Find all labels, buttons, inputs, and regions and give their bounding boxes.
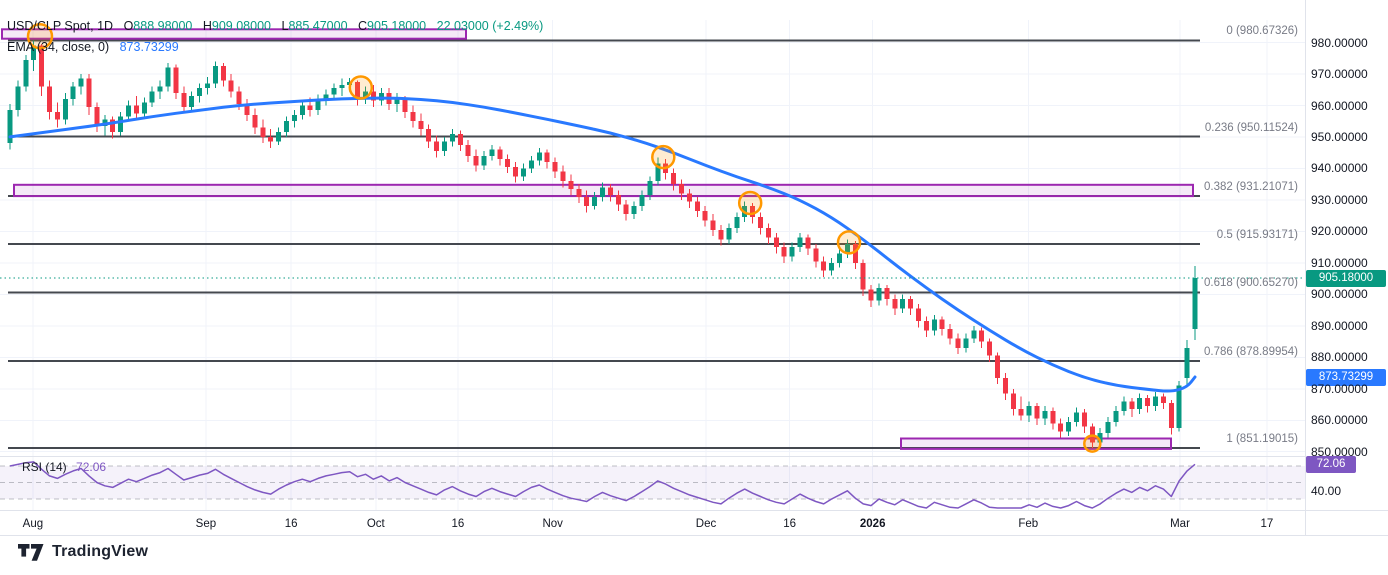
price-tick-label: 940.00000 — [1311, 161, 1368, 176]
time-tick-label: Mar — [1170, 518, 1190, 530]
rsi-line[interactable] — [9, 461, 1196, 509]
close-label: C — [358, 19, 368, 33]
price-tick-label: 960.00000 — [1311, 98, 1368, 113]
price-tick-label: 860.00000 — [1311, 413, 1368, 428]
chart-legend: USD/CLP Spot, 1D O888.98000 H909.08000 L… — [7, 19, 543, 61]
grid-layer — [0, 20, 1305, 510]
price-tick-label: 870.00000 — [1311, 381, 1368, 396]
time-tick-label: 2026 — [859, 518, 886, 530]
circle-markers[interactable] — [26, 22, 1102, 453]
low-label: L — [281, 19, 289, 33]
price-tick-label: 850.00000 — [1311, 444, 1368, 459]
high-value: 909.08000 — [211, 19, 271, 33]
time-tick-label: Feb — [1018, 518, 1039, 530]
time-tick-label: Aug — [22, 518, 44, 530]
rsi-indicator-label: RSI (14) — [22, 460, 67, 474]
price-tick-label: 900.00000 — [1311, 287, 1368, 302]
ema-indicator-label: EMA (34, close, 0) — [7, 40, 110, 54]
price-tick-label: 970.00000 — [1311, 67, 1368, 81]
price-tick-label: 980.00000 — [1311, 35, 1368, 50]
tradingview-logo-text: TradingView — [52, 543, 149, 560]
time-tick-label: 16 — [451, 518, 465, 530]
price-tick-label: 920.00000 — [1311, 224, 1368, 239]
low-value: 885.47000 — [288, 19, 348, 33]
close-value: 905.18000 — [367, 19, 427, 33]
time-tick-label: 17 — [1260, 518, 1274, 530]
time-tick-label: Dec — [695, 518, 717, 530]
price-tick-label: 910.00000 — [1311, 255, 1368, 270]
time-tick-label: Nov — [542, 518, 563, 530]
price-tick-label: 930.00000 — [1311, 192, 1368, 207]
time-tick-label: 16 — [783, 518, 797, 530]
tradingview-logo-icon — [18, 543, 44, 561]
ema-indicator-value: 873.73299 — [119, 40, 179, 54]
ema-line[interactable] — [8, 96, 1197, 393]
rsi-legend-row[interactable]: RSI (14) 72.06 — [22, 460, 106, 474]
chart-canvas[interactable] — [0, 0, 1388, 540]
pane-separators — [0, 0, 1388, 536]
price-tick-label: 950.00000 — [1311, 129, 1368, 144]
time-tick-label: Sep — [195, 518, 217, 530]
open-label: O — [123, 19, 134, 33]
symbol-title: USD/CLP Spot, 1D — [7, 19, 114, 33]
symbol-legend-row[interactable]: USD/CLP Spot, 1D O888.98000 H909.08000 L… — [7, 19, 543, 34]
supply-demand-zones[interactable] — [1, 28, 1194, 450]
tradingview-logo[interactable]: TradingView — [18, 543, 148, 561]
price-tick-label: 890.00000 — [1311, 318, 1368, 333]
rsi-indicator-value: 72.06 — [76, 460, 107, 474]
time-tick-label: Oct — [366, 518, 385, 530]
fib-retracement-lines[interactable] — [8, 39, 1200, 449]
change-value: 22.03000 (+2.49%) — [436, 19, 544, 33]
open-value: 888.98000 — [133, 19, 193, 33]
ema-legend-row[interactable]: EMA (34, close, 0) 873.73299 — [7, 40, 543, 55]
high-label: H — [202, 19, 212, 33]
time-tick-label: 16 — [284, 518, 298, 530]
price-tick-label: 880.00000 — [1311, 350, 1368, 365]
